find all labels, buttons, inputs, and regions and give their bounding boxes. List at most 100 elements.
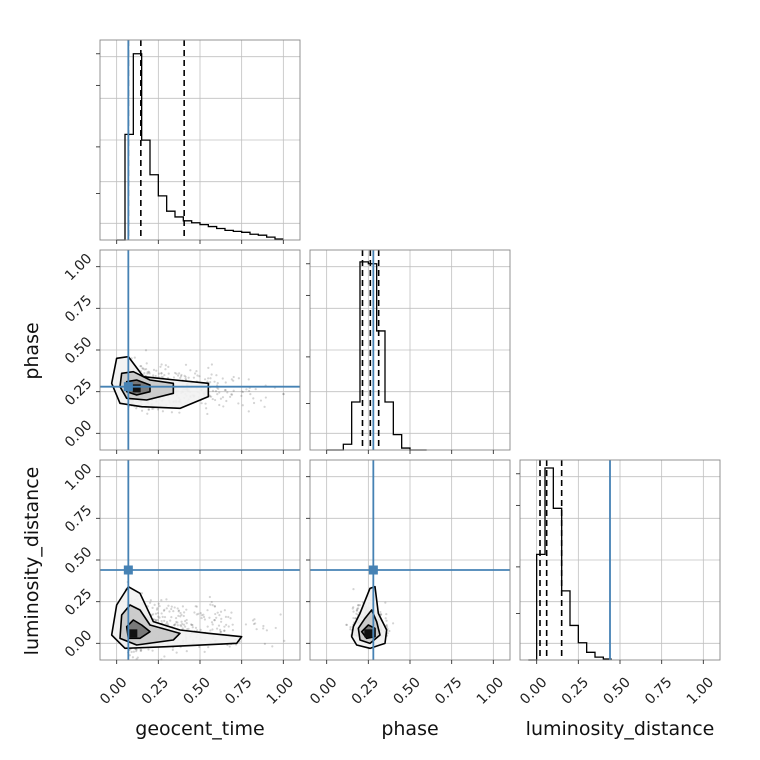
- scatter-point: [214, 390, 218, 393]
- x-tick-label-luminosity_distance-2: 0.50: [600, 674, 633, 707]
- scatter-point: [206, 412, 209, 416]
- panel-2d-geocent_time_vs_luminosity_distance: 0.000.250.500.751.000.00 0.25 0.50 0.75 1.00: [62, 459, 301, 708]
- axes-layer: 0.00 0.25 0.50 0.75 1.000.000.250.500.751.00…: [62, 39, 721, 708]
- scatter-point: [184, 363, 188, 366]
- scatter-point: [156, 607, 159, 610]
- scatter-point: [225, 399, 228, 403]
- scatter-point: [159, 365, 162, 368]
- scatter-point: [207, 646, 210, 649]
- scatter-point: [211, 389, 215, 392]
- scatter-point: [216, 381, 219, 385]
- scatter-point: [146, 371, 149, 374]
- scatter-point: [223, 629, 226, 632]
- scatter-point: [384, 617, 387, 620]
- scatter-point: [200, 616, 203, 620]
- scatter-point: [156, 408, 160, 411]
- x-tick-label-phase_vs_luminosity_distance-0: 0.00: [307, 674, 340, 707]
- scatter-point: [185, 622, 188, 625]
- scatter-point: [221, 377, 224, 380]
- scatter-point: [259, 399, 263, 402]
- scatter-point: [203, 650, 206, 653]
- scatter-point: [203, 618, 207, 621]
- scatter-point: [173, 606, 176, 609]
- scatter-point: [163, 608, 166, 611]
- hist-bin-phase-3: [352, 402, 360, 450]
- scatter-point: [182, 614, 185, 618]
- scatter-point: [149, 599, 152, 602]
- truth-marker-geocent_time_vs_luminosity_distance: [123, 565, 133, 575]
- scatter-point: [219, 630, 222, 634]
- scatter-point: [151, 407, 154, 410]
- scatter-point: [170, 607, 173, 611]
- scatter-point: [184, 375, 187, 378]
- scatter-point: [207, 377, 210, 380]
- scatter-point: [213, 619, 216, 622]
- scatter-point: [174, 616, 178, 620]
- hist-bin-luminosity_distance-5: [570, 625, 578, 660]
- scatter-point: [215, 627, 219, 630]
- scatter-point: [195, 605, 198, 608]
- scatter-point: [183, 374, 186, 377]
- scatter-point: [147, 370, 150, 373]
- scatter-point: [157, 372, 161, 375]
- y-tick-label-geocent_time_vs_phase-4: 1.00: [62, 251, 95, 284]
- scatter-point: [209, 381, 212, 384]
- scatter-point: [179, 624, 182, 627]
- scatter-point: [198, 645, 201, 648]
- scatter-point: [211, 628, 214, 631]
- scatter-point: [263, 405, 266, 408]
- scatter-point: [176, 374, 180, 377]
- x-tick-label-geocent_time_vs_luminosity_distance-2: 0.50: [180, 674, 213, 707]
- scatter-point: [162, 609, 166, 612]
- scatter-point: [176, 624, 179, 627]
- scatter-point: [181, 605, 185, 608]
- scatter-point: [206, 609, 209, 612]
- scatter-point: [213, 605, 217, 608]
- scatter-point: [215, 374, 218, 377]
- scatter-point: [222, 405, 225, 408]
- scatter-point: [351, 607, 354, 610]
- scatter-point: [165, 607, 168, 610]
- scatter-point: [180, 625, 183, 628]
- x-tick-label-phase_vs_luminosity_distance-1: 0.25: [349, 674, 382, 707]
- scatter-point: [211, 604, 214, 607]
- hist-bin-geocent_time-14: [233, 231, 241, 240]
- y-tick-label-geocent_time_vs_luminosity_distance-1: 0.25: [62, 586, 95, 619]
- scatter-point: [265, 629, 268, 632]
- scatter-point: [145, 368, 148, 371]
- scatter-point: [223, 389, 227, 392]
- scatter-point: [213, 380, 216, 383]
- scatter-point: [158, 605, 161, 608]
- scatter-point: [135, 407, 138, 410]
- scatter-point: [241, 390, 245, 394]
- truth-marker-phase_vs_luminosity_distance: [368, 565, 378, 575]
- scatter-point: [232, 375, 235, 379]
- hist-panel-luminosity_distance: 0.00 0.25 0.50 0.75 1.00: [516, 459, 721, 708]
- scatter-point: [357, 604, 360, 607]
- hist-bin-geocent_time-10: [200, 225, 208, 240]
- scatter-point: [380, 613, 383, 616]
- scatter-point: [385, 624, 388, 627]
- scatter-point: [231, 629, 235, 632]
- scatter-point: [223, 629, 226, 632]
- scatter-point: [352, 610, 355, 613]
- scatter-point: [218, 391, 221, 394]
- scatter-point: [176, 621, 179, 624]
- scatter-point: [358, 604, 361, 607]
- scatter-point: [172, 610, 175, 613]
- scatter-point: [263, 642, 266, 645]
- scatter-point: [157, 602, 160, 605]
- scatter-point: [218, 403, 221, 407]
- scatter-point: [194, 605, 197, 608]
- y-axis-label-luminosity-distance: luminosity_distance: [21, 467, 43, 656]
- scatter-point: [251, 619, 255, 622]
- hist-bin-phase-8: [393, 435, 401, 450]
- scatter-point: [214, 612, 217, 616]
- scatter-point: [210, 395, 213, 398]
- y-axis-label-phase: phase: [21, 322, 43, 379]
- scatter-point: [226, 391, 229, 394]
- hist-bin-geocent_time-9: [192, 223, 200, 240]
- scatter-point: [185, 628, 189, 631]
- scatter-point: [183, 625, 187, 628]
- scatter-point: [148, 371, 151, 374]
